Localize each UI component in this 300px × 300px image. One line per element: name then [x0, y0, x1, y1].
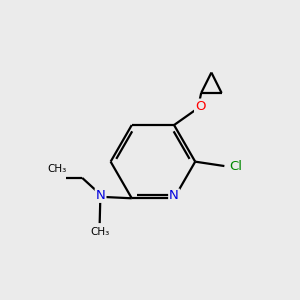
Text: CH₃: CH₃: [90, 226, 109, 237]
Text: N: N: [169, 190, 179, 202]
Text: N: N: [96, 189, 105, 202]
Text: CH₃: CH₃: [47, 164, 66, 174]
Text: Cl: Cl: [230, 160, 242, 172]
Text: O: O: [195, 100, 206, 112]
